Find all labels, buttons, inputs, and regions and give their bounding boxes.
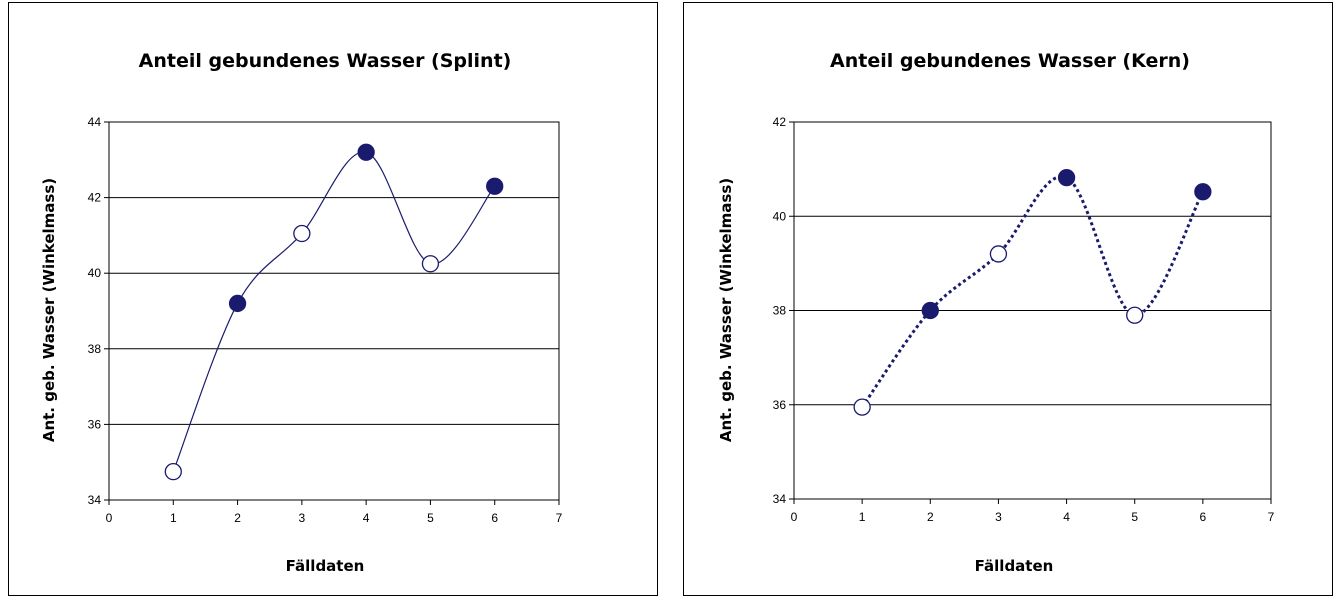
y-tick-label: 42 [773,115,787,129]
chart-panel-splint: Anteil gebundenes Wasser (Splint) Fällda… [8,2,658,596]
data-point-open [1126,306,1144,324]
data-point-filled [228,294,247,313]
data-point-filled [357,143,375,161]
chart-splint: Anteil gebundenes Wasser (Splint) Fällda… [40,50,563,575]
series-line [860,175,1205,408]
x-tick-label: 4 [1063,510,1070,524]
y-tick-label: 40 [773,209,787,223]
y-axis-label: Ant. geb. Wasser (Winkelmass) [717,178,735,442]
plot-frame [108,121,560,501]
x-tick-label: 2 [927,510,934,524]
data-point-open [293,224,311,243]
data-point-filled [921,301,939,320]
chart-title: Anteil gebundenes Wasser (Kern) [830,50,1190,72]
x-tick-label: 2 [234,511,241,525]
x-tick-label: 7 [556,511,563,525]
x-tick-label: 6 [491,511,498,525]
y-tick-label: 36 [773,398,787,412]
y-tick-label: 34 [88,493,102,507]
x-tick-label: 5 [1131,510,1138,524]
y-axis-label: Ant. geb. Wasser (Winkelmass) [40,178,58,442]
y-tick-label: 42 [88,191,102,205]
y-tick-label: 34 [773,492,787,506]
data-point-filled [486,177,504,195]
x-axis-label: Fälldaten [286,557,365,575]
x-tick-label: 6 [1200,510,1207,524]
x-tick-label: 4 [363,511,370,525]
series-line [172,151,496,472]
x-tick-label: 0 [791,510,798,524]
chart-panel-kern: Anteil gebundenes Wasser (Kern) Fälldate… [683,2,1333,596]
x-tick-label: 7 [1268,510,1275,524]
y-tick-label: 38 [773,304,787,318]
data-point-open [853,398,871,416]
x-tick-label: 1 [859,510,866,524]
data-point-filled [1194,183,1212,201]
data-point-open [421,255,440,273]
y-tick-label: 36 [88,417,102,431]
x-tick-label: 1 [170,511,177,525]
y-tick-label: 38 [88,342,102,356]
x-tick-label: 0 [106,511,113,525]
x-tick-label: 3 [995,510,1002,524]
y-tick-label: 40 [88,266,102,280]
x-tick-label: 5 [427,511,434,525]
y-tick-label: 44 [88,115,102,129]
chart-kern: Anteil gebundenes Wasser (Kern) Fälldate… [717,50,1275,575]
data-point-filled [1057,168,1076,187]
data-point-open [164,462,182,481]
data-point-open [989,245,1008,263]
x-axis-label: Fälldaten [975,557,1054,575]
x-tick-label: 3 [299,511,306,525]
chart-title: Anteil gebundenes Wasser (Splint) [139,50,512,72]
